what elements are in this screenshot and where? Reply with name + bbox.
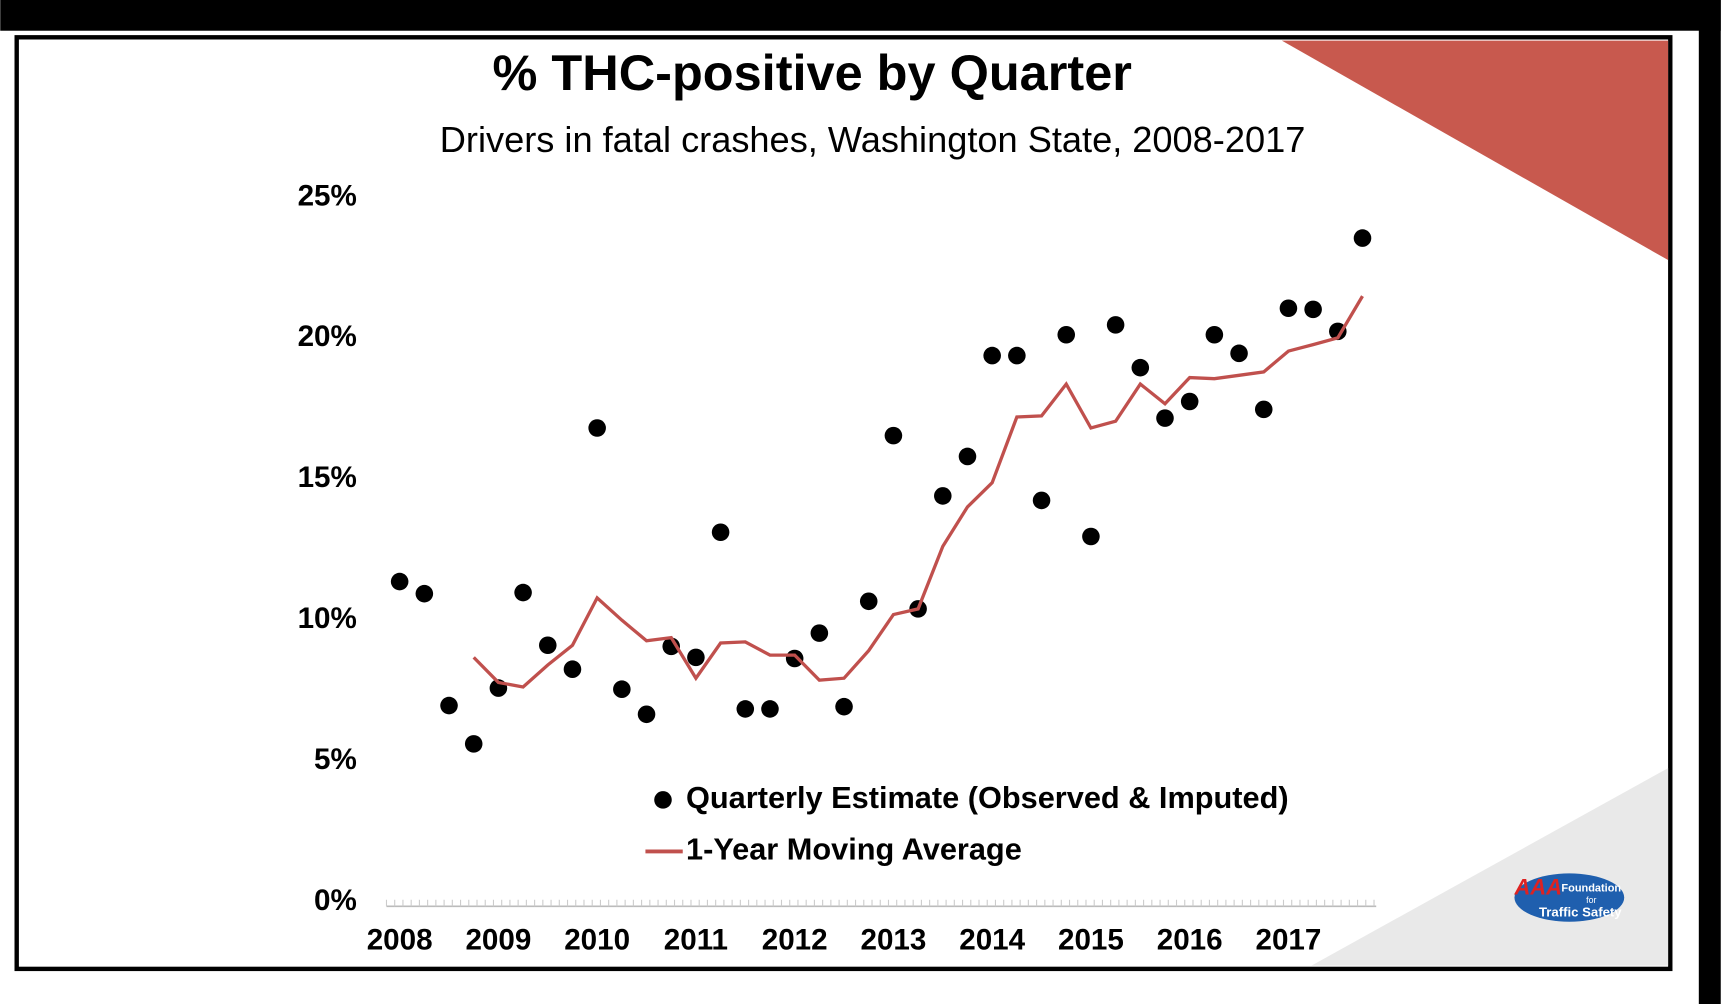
data-point — [761, 700, 779, 718]
y-tick-label: 10% — [298, 602, 357, 635]
y-tick-label: 25% — [298, 179, 357, 212]
chart-title: % THC-positive by Quarter — [493, 44, 1132, 101]
data-point — [958, 447, 977, 466]
data-point — [1032, 491, 1051, 510]
data-point — [1205, 325, 1224, 344]
data-point — [1156, 409, 1174, 427]
x-tick-label: 2015 — [1058, 923, 1124, 956]
y-tick-label: 15% — [298, 461, 357, 494]
data-point — [1082, 527, 1100, 546]
data-point — [613, 680, 631, 698]
data-point — [1254, 400, 1273, 419]
chart-subtitle: Drivers in fatal crashes, Washington Sta… — [440, 119, 1306, 160]
logo: AAA Foundation for Traffic Safety — [1513, 873, 1625, 922]
data-point — [859, 592, 878, 611]
logo-text: Foundation — [1561, 883, 1621, 895]
data-point — [1329, 322, 1347, 341]
legend-marker — [654, 791, 672, 809]
x-tick-label: 2012 — [762, 923, 828, 956]
logo-mark: AAA — [1513, 875, 1562, 900]
x-tick-label: 2008 — [367, 923, 433, 956]
data-point — [1057, 325, 1076, 344]
right-band — [1698, 0, 1721, 1004]
data-point — [1230, 344, 1248, 363]
data-point — [711, 523, 730, 542]
logo-text: for — [1586, 895, 1596, 905]
data-point — [687, 648, 705, 667]
data-point — [1131, 358, 1150, 377]
y-tick-label: 20% — [298, 320, 357, 353]
x-axis — [385, 899, 1377, 908]
x-tick-label: 2010 — [564, 923, 630, 956]
legend-label: Quarterly Estimate (Observed & Imputed) — [686, 780, 1289, 815]
logo-badge — [1514, 873, 1625, 922]
data-point — [1008, 346, 1026, 365]
data-point — [563, 660, 582, 678]
y-tick-label: 5% — [314, 743, 357, 776]
x-tick-label: 2016 — [1157, 923, 1223, 956]
data-point — [785, 649, 804, 668]
data-point — [514, 583, 532, 602]
data-point — [588, 419, 606, 437]
moving-average-line — [472, 295, 1364, 689]
data-point — [1180, 392, 1199, 411]
data-point — [1279, 299, 1298, 318]
corner-decoration — [1281, 40, 1669, 261]
x-tick-label: 2014 — [959, 923, 1025, 956]
data-point — [1106, 316, 1125, 334]
x-tick-label: 2017 — [1255, 923, 1321, 956]
data-point — [440, 696, 458, 715]
legend-label: 1-Year Moving Average — [686, 832, 1022, 867]
data-point — [736, 700, 755, 718]
data-point — [835, 697, 853, 716]
logo-text: Traffic Safety — [1539, 904, 1622, 919]
data-point — [884, 426, 903, 445]
data-point — [934, 487, 952, 505]
data-point — [1304, 300, 1322, 319]
data-point — [983, 346, 1001, 365]
data-point — [539, 636, 557, 655]
x-tick-label: 2013 — [860, 923, 926, 956]
data-point — [810, 624, 829, 642]
data-point — [637, 705, 656, 724]
data-point — [464, 735, 483, 753]
data-point — [415, 584, 434, 603]
y-tick-label: 0% — [314, 884, 357, 917]
frame — [14, 35, 1673, 972]
x-tick-label: 2011 — [664, 923, 728, 956]
data-point — [390, 572, 409, 591]
data-point — [1353, 229, 1372, 247]
top-band — [0, 0, 1721, 31]
x-tick-label: 2009 — [465, 923, 531, 956]
